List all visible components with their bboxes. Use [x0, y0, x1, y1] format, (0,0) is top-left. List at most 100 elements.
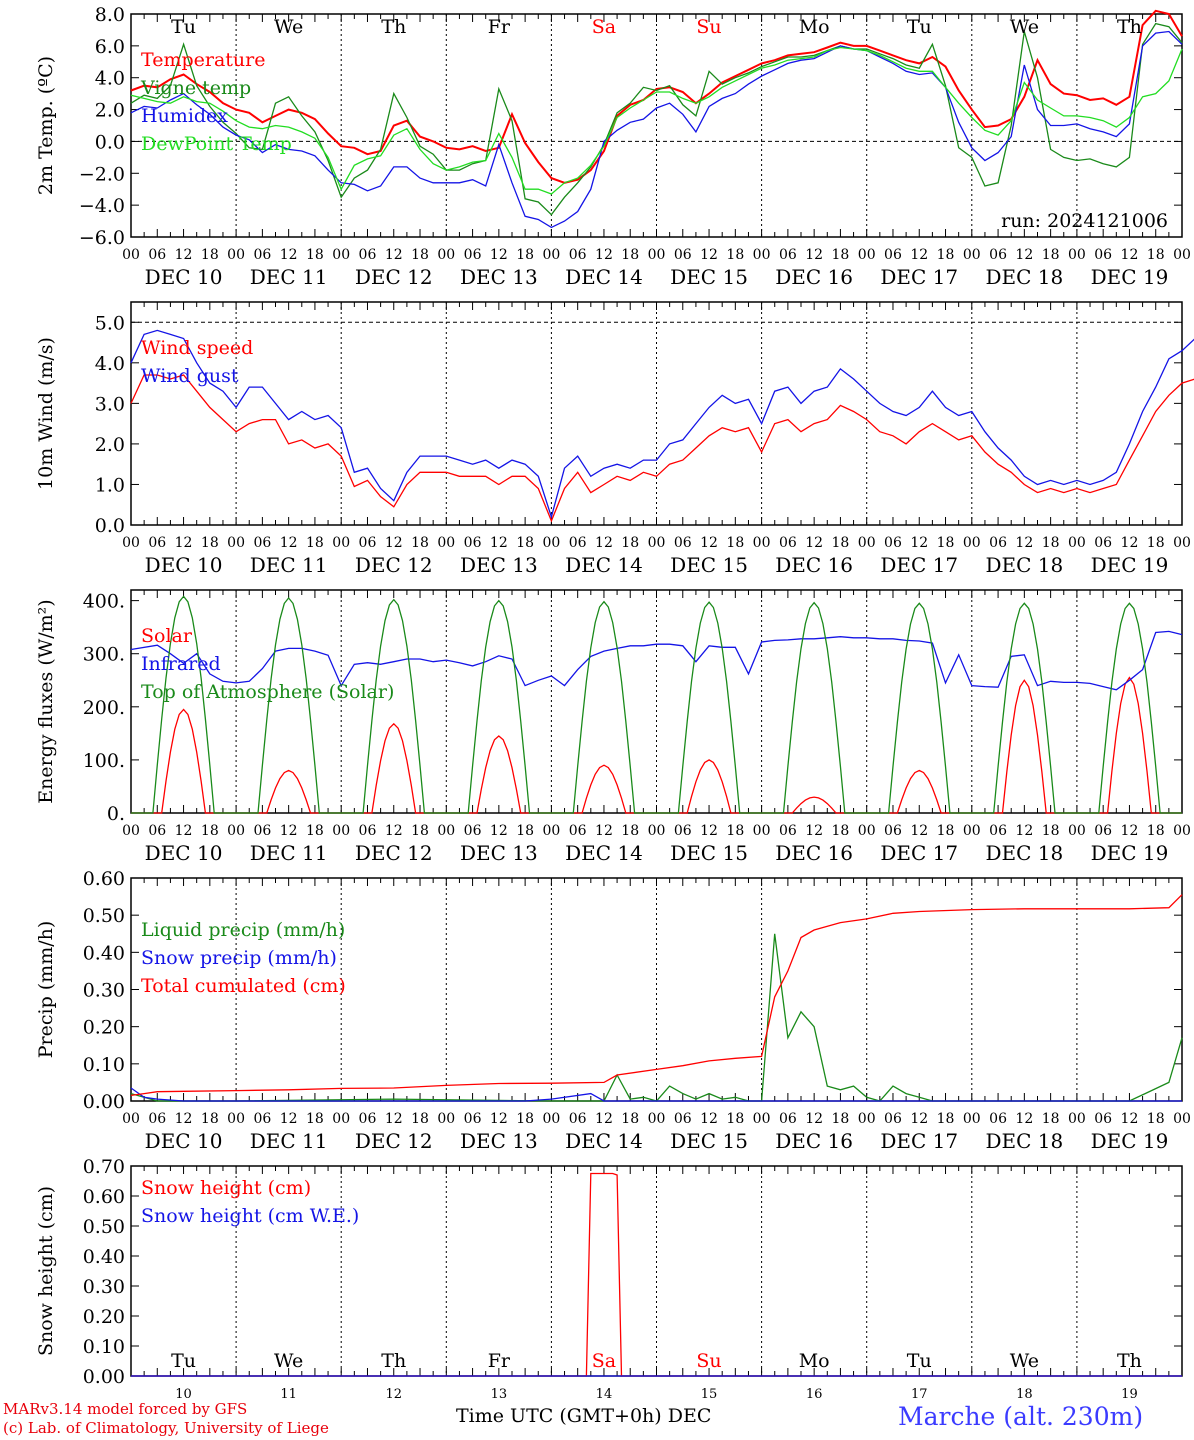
date-label: DEC 17 — [880, 265, 958, 289]
y-tick-label: 0.40 — [83, 1246, 125, 1268]
y-tick-label: 0.30 — [83, 980, 125, 1002]
hour-tick-label: 18 — [621, 823, 639, 839]
hour-tick-label: 12 — [595, 535, 613, 551]
date-label: DEC 14 — [565, 553, 643, 577]
y-tick-label: 0.30 — [83, 1276, 125, 1298]
hour-tick-label: 06 — [779, 247, 797, 263]
chart-panel-2 — [130, 301, 1194, 526]
hour-tick-label: 06 — [674, 1111, 692, 1127]
hour-tick-label: 00 — [332, 535, 350, 551]
day-name-label: Mo — [799, 16, 830, 38]
hour-tick-label: 18 — [411, 535, 429, 551]
hour-tick-label: 06 — [884, 823, 902, 839]
hour-tick-label: 00 — [963, 823, 981, 839]
hour-tick-label: 18 — [621, 247, 639, 263]
hour-tick-label: 18 — [726, 535, 744, 551]
series-line-wind-speed — [130, 374, 1194, 523]
y-tick-label: 300. — [83, 644, 125, 666]
date-label: DEC 17 — [880, 553, 958, 577]
hour-tick-label: 06 — [989, 823, 1007, 839]
hour-tick-label: 06 — [359, 1111, 377, 1127]
day-name-label: Su — [696, 1350, 721, 1372]
day-name-label: We — [1010, 16, 1039, 38]
hour-tick-label: 00 — [963, 247, 981, 263]
date-label: DEC 11 — [250, 841, 328, 865]
date-label: DEC 18 — [985, 265, 1063, 289]
hour-tick-label: 12 — [280, 247, 298, 263]
y-tick-label: 0.50 — [83, 905, 125, 927]
legend-entry: Wind speed — [141, 337, 253, 359]
y-axis-label: 2m Temp. (ºC) — [35, 56, 57, 195]
y-axis-label: 10m Wind (m/s) — [35, 337, 57, 490]
legend-entry: Wind gust — [141, 365, 239, 387]
date-label: DEC 15 — [670, 841, 748, 865]
hour-tick-label: 18 — [1147, 1111, 1165, 1127]
y-tick-label: 0.00 — [83, 1366, 125, 1388]
hour-tick-label: 18 — [1042, 823, 1060, 839]
hour-tick-label: 00 — [122, 535, 140, 551]
hour-tick-label: 18 — [726, 1111, 744, 1127]
date-label: DEC 14 — [565, 265, 643, 289]
hour-tick-label: 06 — [464, 247, 482, 263]
day-name-label: Fr — [488, 1350, 511, 1372]
legend-entry: Liquid precip (mm/h) — [141, 919, 345, 941]
series-line-vigne-temp — [130, 22, 1183, 216]
hour-tick-label: 18 — [1042, 535, 1060, 551]
day-name-label: Sa — [592, 16, 616, 38]
hour-tick-label: 06 — [989, 247, 1007, 263]
hour-tick-label: 18 — [832, 247, 850, 263]
hour-tick-label: 06 — [779, 535, 797, 551]
hour-tick-label: 00 — [648, 1111, 666, 1127]
y-tick-label: 8.0 — [95, 4, 125, 26]
hour-tick-label: 06 — [359, 823, 377, 839]
date-label: DEC 17 — [880, 1129, 958, 1153]
hour-tick-label: 18 — [1042, 1111, 1060, 1127]
hour-tick-label: 06 — [148, 823, 166, 839]
date-label: DEC 13 — [460, 553, 538, 577]
hour-tick-label: 12 — [805, 535, 823, 551]
hour-tick-label: 06 — [1094, 535, 1112, 551]
hour-tick-label: 18 — [937, 1111, 955, 1127]
hour-tick-label: 18 — [937, 535, 955, 551]
hour-tick-label: 06 — [674, 535, 692, 551]
day-number-label: 19 — [1121, 1387, 1138, 1402]
hour-tick-label: 18 — [1147, 535, 1165, 551]
legend-entry: Infrared — [141, 653, 221, 675]
hour-tick-label: 06 — [359, 247, 377, 263]
hour-tick-label: 18 — [306, 247, 324, 263]
station-name: Marche (alt. 230m) — [898, 1402, 1144, 1431]
y-tick-label: 0. — [107, 803, 125, 825]
hour-tick-label: 12 — [700, 535, 718, 551]
hour-tick-label: 00 — [122, 823, 140, 839]
hour-tick-label: 12 — [385, 247, 403, 263]
hour-tick-label: 00 — [1068, 247, 1086, 263]
hour-tick-label: 18 — [516, 247, 534, 263]
date-label: DEC 12 — [355, 841, 433, 865]
hour-tick-label: 00 — [227, 1111, 245, 1127]
hour-tick-label: 06 — [779, 823, 797, 839]
date-label: DEC 10 — [145, 553, 223, 577]
date-label: DEC 11 — [250, 553, 328, 577]
hour-tick-label: 18 — [306, 1111, 324, 1127]
hour-tick-label: 12 — [1015, 535, 1033, 551]
hour-tick-label: 12 — [385, 1111, 403, 1127]
lab-credit: (c) Lab. of Climatology, University of L… — [3, 1419, 329, 1437]
hour-tick-label: 12 — [1015, 247, 1033, 263]
hour-tick-label: 12 — [175, 535, 193, 551]
hour-tick-label: 06 — [1094, 1111, 1112, 1127]
legend-entry: Snow height (cm W.E.) — [141, 1205, 359, 1227]
day-number-label: 16 — [806, 1387, 823, 1402]
hour-tick-label: 06 — [1094, 823, 1112, 839]
y-tick-label: 0.20 — [83, 1306, 125, 1328]
y-tick-label: 2.0 — [95, 434, 125, 456]
date-label: DEC 16 — [775, 1129, 853, 1153]
chart-panel-5 — [130, 1165, 1183, 1377]
date-label: DEC 18 — [985, 1129, 1063, 1153]
y-tick-label: −2.0 — [79, 163, 125, 185]
date-label: DEC 19 — [1091, 1129, 1169, 1153]
hour-tick-label: 18 — [832, 535, 850, 551]
hour-tick-label: 18 — [621, 535, 639, 551]
hour-tick-label: 00 — [648, 247, 666, 263]
y-tick-label: 0.00 — [83, 1091, 125, 1113]
